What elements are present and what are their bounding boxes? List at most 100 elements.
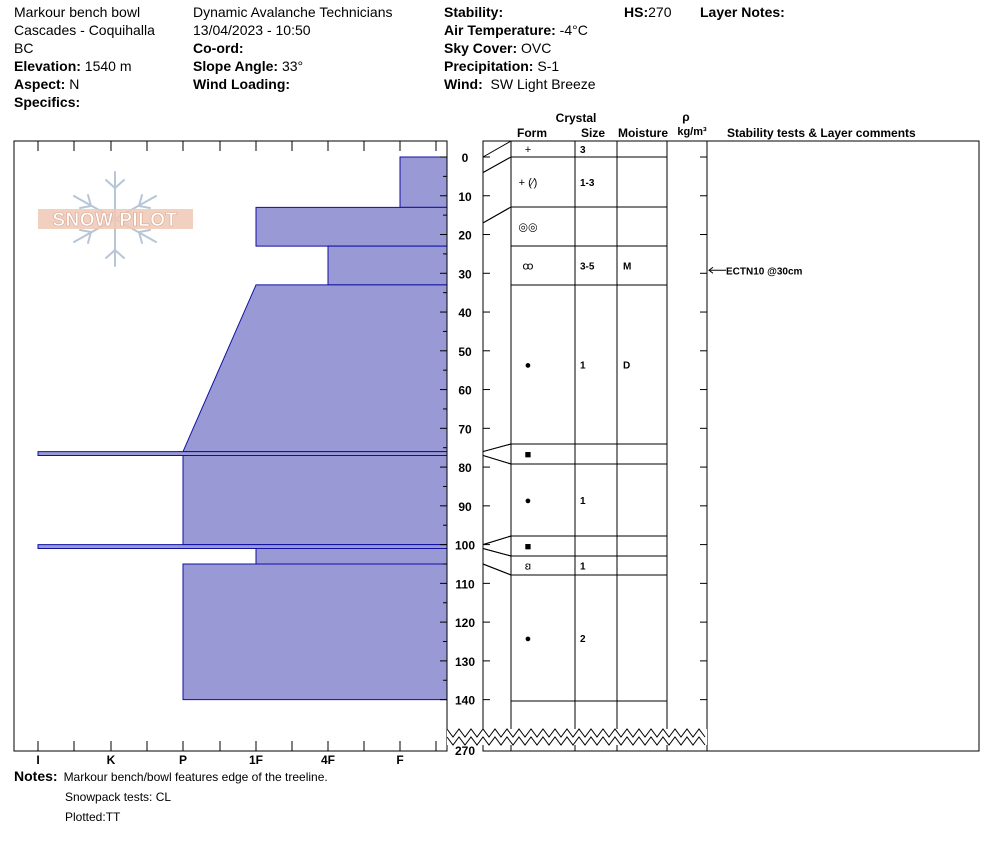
hardness-bar — [37, 544, 448, 549]
aspect-label: Aspect: — [14, 76, 66, 92]
observation-datetime: 13/04/2023 - 10:50 — [193, 22, 311, 38]
location-region: BC — [14, 40, 34, 56]
layer-size: 3 — [580, 145, 586, 156]
specifics-label: Specifics: — [14, 94, 81, 110]
layer-form: ꞛ — [525, 561, 532, 573]
header-moisture: Moisture — [618, 126, 668, 140]
layer-size: 1 — [580, 496, 586, 507]
layer-moisture: D — [623, 361, 630, 372]
layer-connector — [482, 140, 512, 158]
depth-tick-label: 20 — [458, 229, 472, 243]
hardness-bar — [182, 563, 448, 701]
hs-tick-label: 270 — [455, 744, 475, 758]
layer-form: ◎◎ — [518, 222, 537, 234]
hardness-bar — [255, 547, 448, 565]
slope-angle-value: 33° — [281, 58, 304, 74]
layer-moisture: M — [623, 262, 631, 273]
observer-block: Dynamic Avalanche Technicians 13/04/2023… — [193, 3, 393, 93]
header-stability-tests: Stability tests & Layer comments — [727, 126, 916, 140]
hardness-bar — [399, 156, 448, 208]
plot-border — [13, 140, 448, 752]
air-temp-value: -4°C — [559, 22, 588, 38]
hardness-tick-label: 1F — [249, 753, 263, 767]
depth-tick-label: 40 — [458, 306, 472, 320]
layer-form: ■ — [525, 541, 532, 553]
header-density-unit: kg/m³ — [677, 126, 707, 138]
layer-size: 1-3 — [580, 178, 595, 189]
hardness-tick-label: F — [396, 753, 403, 767]
depth-tick-label: 50 — [458, 345, 472, 359]
air-temp-label: Air Temperature: — [444, 22, 556, 38]
logo-band — [38, 209, 193, 229]
layer-connector — [482, 156, 512, 173]
notes-label: Notes: — [14, 768, 58, 784]
test-label: ECTN10 @30cm — [726, 266, 803, 277]
depth-tick-label: 120 — [455, 616, 475, 630]
hs-block: HS:270 — [624, 3, 671, 21]
precipitation-value: S-1 — [537, 58, 560, 74]
hardness-tick-label: 4F — [321, 753, 335, 767]
conditions-block: Stability: Air Temperature: -4°C Sky Cov… — [444, 3, 596, 93]
depth-tick-label: 60 — [458, 384, 472, 398]
hs-label: HS: — [624, 4, 649, 20]
layer-connector — [482, 454, 512, 465]
header-size: Size — [581, 126, 605, 140]
layer-connector — [482, 535, 512, 546]
notes-line: Plotted:TT — [65, 810, 121, 824]
header-crystal: Crystal — [556, 111, 597, 125]
aspect-value: N — [69, 76, 80, 92]
hardness-tick-label: K — [107, 753, 116, 767]
wind-value: SW Light Breeze — [490, 76, 596, 92]
layer-connector — [482, 206, 512, 224]
hardness-bar — [182, 284, 448, 453]
header-rho: ρ — [682, 110, 689, 124]
table-headers: Crystal Form Size Moisture ρ kg/m³ Stabi… — [517, 110, 916, 140]
hardness-tick-label: I — [36, 753, 39, 767]
depth-tick-label: 140 — [455, 694, 475, 708]
hardness-bar — [37, 451, 448, 456]
depth-tick-label: 100 — [455, 539, 475, 553]
layer-form: + (⁄) — [519, 177, 538, 189]
depth-tick-label: 90 — [458, 500, 472, 514]
hardness-bar — [182, 454, 448, 546]
location-range: Cascades - Coquihalla — [14, 22, 155, 38]
hs-value: 270 — [648, 4, 672, 20]
sky-cover-value: OVC — [521, 40, 552, 56]
layer-size: 1 — [580, 361, 586, 372]
layer-form: ■ — [525, 449, 532, 461]
break-line — [446, 728, 706, 738]
location-name: Markour bench bowl — [14, 4, 141, 20]
notes-line: Markour bench/bowl features edge of the … — [63, 770, 328, 784]
depth-tick-label: 130 — [455, 655, 475, 669]
depth-tick-label: 10 — [458, 190, 472, 204]
notes-block: Notes: Markour bench/bowl features edge o… — [14, 766, 328, 827]
depth-tick-label: 30 — [458, 267, 472, 281]
elevation-label: Elevation: — [14, 58, 81, 74]
depth-tick-label: 70 — [458, 422, 472, 436]
header-form: Form — [517, 126, 547, 140]
layer-connector — [482, 563, 512, 576]
depth-tick-label: 110 — [455, 577, 475, 591]
layer-size: 1 — [580, 562, 586, 573]
layer-connector — [482, 443, 512, 453]
hardness-bars — [37, 156, 448, 701]
precipitation-label: Precipitation: — [444, 58, 534, 74]
observer-org: Dynamic Avalanche Technicians — [193, 4, 393, 20]
hardness-bar — [327, 245, 448, 286]
snowpilot-logo: SNOW PILOT — [38, 171, 193, 267]
layer-size: 3-5 — [580, 262, 595, 273]
layer-notes-block: Layer Notes: — [700, 3, 785, 21]
layer-connector — [482, 547, 512, 557]
layer-form: ꝏ — [522, 261, 533, 273]
depth-tick-label: 80 — [458, 461, 472, 475]
coord-label: Co-ord: — [193, 40, 244, 56]
location-block: Markour bench bowl Cascades - Coquihalla… — [14, 3, 155, 111]
depth-tick-label: 0 — [462, 151, 469, 165]
layer-table: +3 + (⁄) 1-3 ◎◎ ꝏ 3-5 M ● 1 D ■ ● 1 ■ ꞛ 1 ● 2 ECTN10 @30cm — [446, 140, 980, 752]
slope-angle-label: Slope Angle: — [193, 58, 279, 74]
layer-notes-label: Layer Notes: — [700, 4, 785, 20]
layer-size: 2 — [580, 634, 586, 645]
layer-form: ● — [525, 633, 532, 645]
test-arrowhead — [708, 266, 714, 274]
